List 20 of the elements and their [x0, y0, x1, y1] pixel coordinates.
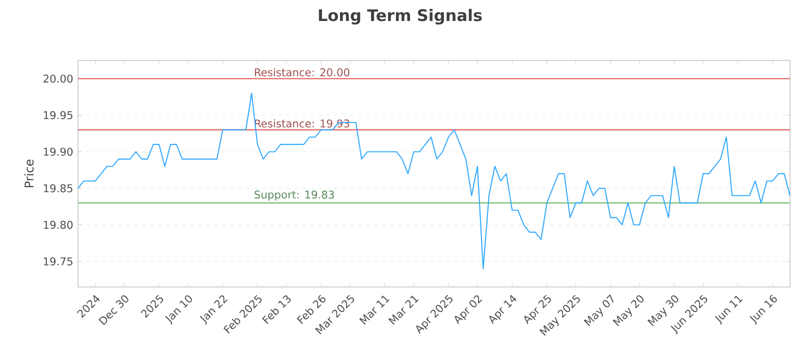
- x-tick-label: Dec 30: [98, 295, 128, 326]
- y-tick-label: 19.80: [44, 220, 73, 229]
- chart-title: Long Term Signals: [318, 8, 482, 24]
- ref-line-label: Support: 19.83: [254, 190, 334, 201]
- y-tick-label: 19.75: [44, 257, 72, 266]
- x-tick-label: Mar 11: [359, 296, 390, 325]
- x-tick-label: Jun 16: [750, 294, 777, 325]
- y-tick-label: 19.95: [44, 111, 72, 120]
- ref-line-label: Resistance: 20.00: [254, 68, 350, 76]
- y-tick-label: 20.00: [44, 74, 73, 83]
- x-tick-label: Jan 22: [200, 295, 228, 325]
- y-axis-title: Price: [24, 160, 34, 188]
- x-tick-label: Jan 10: [165, 295, 192, 325]
- x-tick-label: Feb 13: [262, 295, 291, 324]
- x-tick-label: Apr 02: [454, 295, 482, 324]
- x-tick-label: Mar 21: [388, 296, 419, 325]
- y-tick-label: 19.85: [44, 184, 72, 192]
- y-tick-label: 19.90: [44, 148, 73, 156]
- x-tick-label: Jun 11: [714, 296, 743, 325]
- x-tick-label: Apr 14: [489, 294, 516, 324]
